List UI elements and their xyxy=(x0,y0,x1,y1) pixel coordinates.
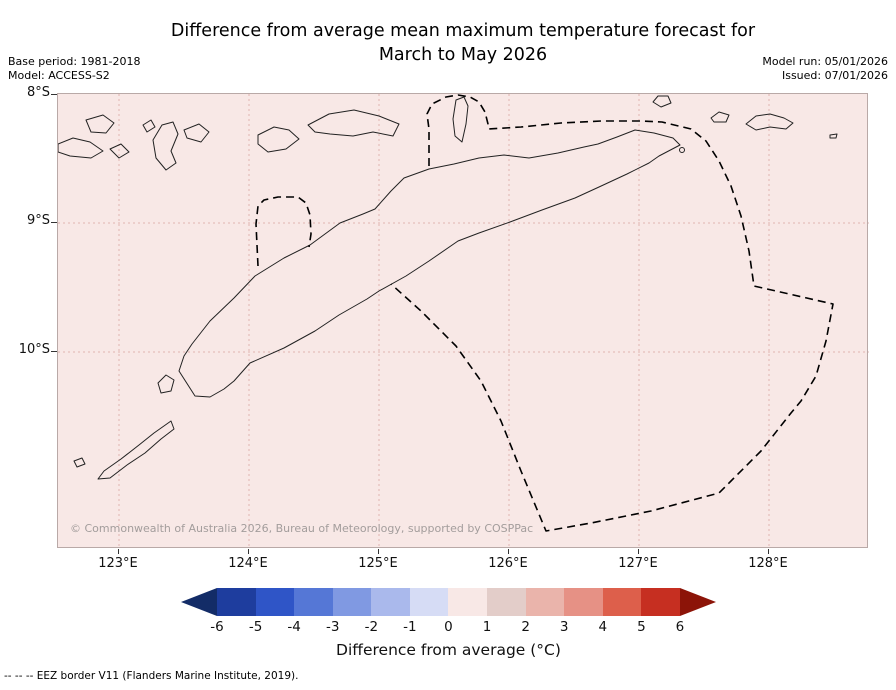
rote-island xyxy=(97,420,175,480)
timor-island-coastline xyxy=(178,129,681,398)
x-tick-mark xyxy=(638,549,639,554)
map-figure xyxy=(58,94,869,549)
eez-footnote: -- -- -- EEZ border V11 (Flanders Marine… xyxy=(4,670,299,682)
jaco-island xyxy=(679,147,685,153)
page-title: Difference from average mean maximum tem… xyxy=(30,19,896,67)
issued-text: Issued: 07/01/2026 xyxy=(781,69,888,82)
colorbar-tick-label: -6 xyxy=(210,619,224,635)
x-tick-mark xyxy=(768,549,769,554)
eez-border xyxy=(255,94,834,532)
x-tick-mark xyxy=(118,549,119,554)
flores-islet-a xyxy=(85,114,115,134)
y-tick-label: 9°S xyxy=(26,213,50,228)
x-tick-label: 126°E xyxy=(488,556,528,571)
colorbar-tick-label: 4 xyxy=(598,619,608,635)
flores-islet-b xyxy=(58,137,104,159)
colorbar-segment xyxy=(602,588,642,616)
colorbar-segment xyxy=(217,588,256,616)
colorbar-tick-label: 3 xyxy=(559,619,569,635)
colorbar-segment xyxy=(255,588,295,616)
colorbar-tick-label: 2 xyxy=(521,619,530,635)
pantar-islet xyxy=(142,119,156,133)
liran-island xyxy=(710,111,730,123)
colorbar-tick-label: -1 xyxy=(403,619,417,635)
x-tick-mark xyxy=(248,549,249,554)
map-canvas: © Commonwealth of Australia 2026, Bureau… xyxy=(57,93,869,549)
colorbar-tick-label: 0 xyxy=(444,619,453,635)
base-period-text: Base period: 1981-2018 xyxy=(8,55,141,68)
colorbar-segment xyxy=(487,588,526,616)
coastlines xyxy=(58,95,838,480)
small-islet xyxy=(73,457,86,468)
title-line-2: March to May 2026 xyxy=(378,45,548,65)
colorbar-tick-label: 6 xyxy=(675,619,685,635)
colorbar-segment xyxy=(641,588,680,616)
colorbar-segment xyxy=(448,588,488,616)
alor-west-islet xyxy=(183,123,210,143)
colorbar-label: Difference from average (°C) xyxy=(336,641,561,659)
colorbar-tick-label: -2 xyxy=(364,619,379,635)
alor-main-island xyxy=(307,109,400,137)
run-info: Model run: 05/01/2026 Issued: 07/01/2026 xyxy=(762,55,888,83)
flores-islet-c xyxy=(109,143,130,159)
colorbar-segments xyxy=(217,588,680,616)
x-tick-mark xyxy=(378,549,379,554)
eez-border-main xyxy=(390,94,834,532)
map-copyright: © Commonwealth of Australia 2026, Bureau… xyxy=(70,522,534,535)
model-info: Base period: 1981-2018 Model: ACCESS-S2 xyxy=(8,55,140,83)
x-tick-label: 125°E xyxy=(358,556,398,571)
colorbar-segment xyxy=(371,588,410,616)
colorbar-tick-label: -3 xyxy=(326,619,340,635)
colorbar-tick-label: -5 xyxy=(248,619,263,635)
model-text: Model: ACCESS-S2 xyxy=(8,69,110,82)
pantar-island xyxy=(152,121,179,171)
model-run-text: Model run: 05/01/2026 xyxy=(762,55,888,68)
barat-daya-islands xyxy=(745,113,794,131)
tiny-islet-east xyxy=(829,133,838,139)
colorbar-segment xyxy=(525,588,565,616)
colorbar-tick-label: 5 xyxy=(637,619,646,635)
x-tick-label: 123°E xyxy=(98,556,138,571)
title-line-1: Difference from average mean maximum tem… xyxy=(170,21,756,41)
colorbar-tick-label: -4 xyxy=(287,619,301,635)
x-tick-mark xyxy=(508,549,509,554)
colorbar-segment xyxy=(332,588,372,616)
colorbar-right-arrow xyxy=(679,588,716,616)
colorbar-tick-label: 1 xyxy=(482,619,492,635)
colorbar xyxy=(181,588,716,616)
x-tick-label: 128°E xyxy=(748,556,788,571)
atauro-island xyxy=(452,96,469,143)
eez-border-oecusse xyxy=(255,196,312,267)
alor-small-island xyxy=(257,126,300,153)
x-tick-label: 127°E xyxy=(618,556,658,571)
colorbar-segment xyxy=(409,588,449,616)
colorbar-segment xyxy=(294,588,333,616)
gridlines xyxy=(58,94,869,549)
colorbar-left-arrow xyxy=(181,588,217,616)
colorbar-segment xyxy=(564,588,603,616)
kisar-island xyxy=(652,95,672,108)
y-tick-label: 10°S xyxy=(18,342,50,357)
x-tick-label: 124°E xyxy=(228,556,268,571)
semau-island xyxy=(157,374,175,394)
y-tick-label: 8°S xyxy=(26,85,50,100)
